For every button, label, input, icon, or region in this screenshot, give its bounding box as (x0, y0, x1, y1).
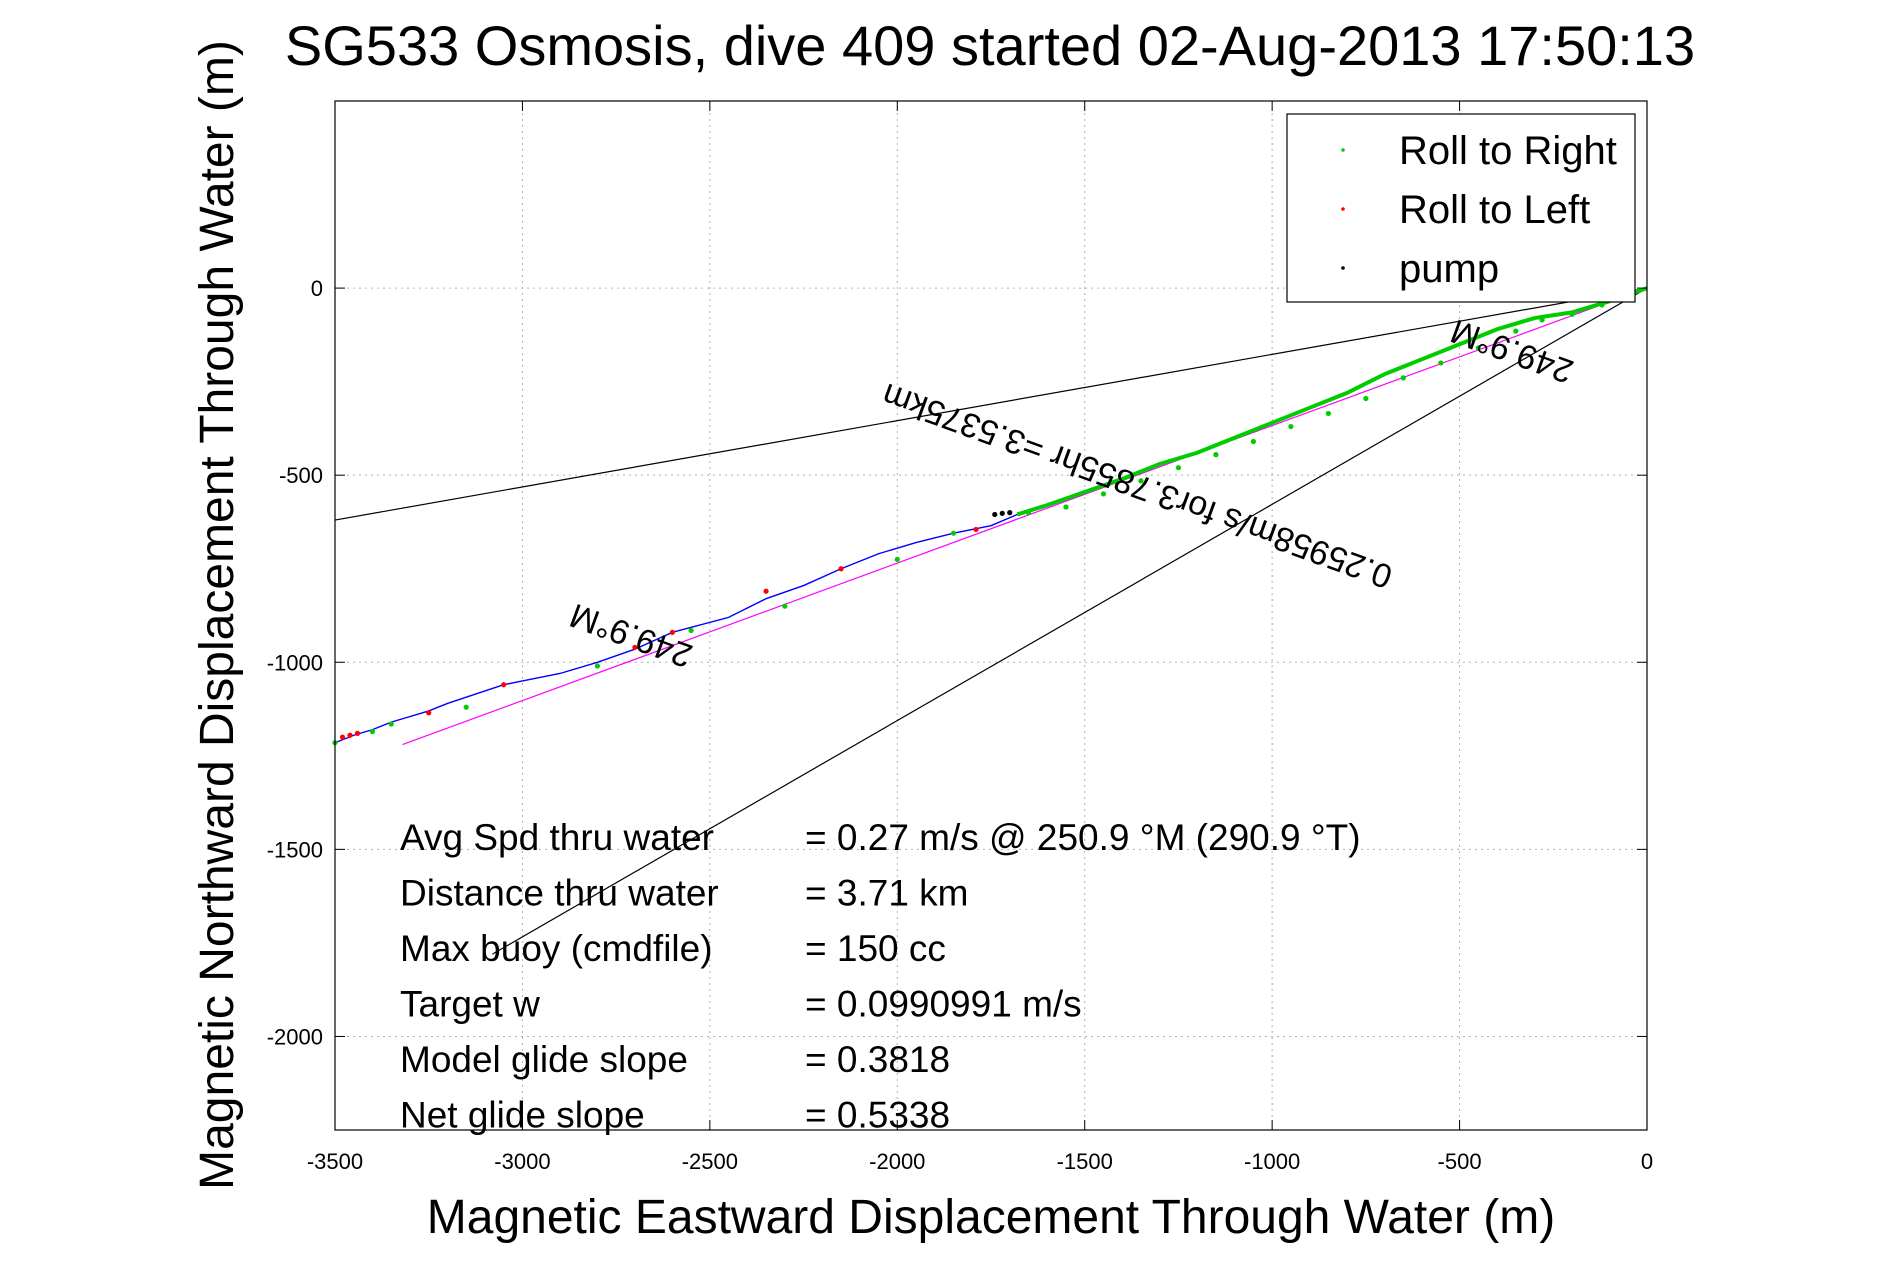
stat-value: = 0.5338 (805, 1095, 950, 1136)
x-tick-label: -1000 (1244, 1149, 1300, 1174)
stat-value: = 3.71 km (805, 873, 969, 914)
legend: Roll to Right Roll to Left pump (1286, 113, 1636, 303)
reference-line (334, 287, 1648, 521)
roll-right-point (594, 663, 601, 669)
legend-label-roll-left: Roll to Left (1399, 188, 1590, 232)
roll-right-point (1539, 317, 1545, 323)
stat-value: = 150 cc (805, 928, 946, 969)
x-tick-label: -2500 (682, 1149, 738, 1174)
y-tick-label: -500 (279, 463, 323, 488)
roll-right-point (1363, 395, 1369, 402)
legend-label-roll-right: Roll to Right (1399, 129, 1617, 173)
x-tick-label: -500 (1438, 1149, 1482, 1174)
track-layer (334, 286, 1648, 744)
roll-right-dense-track (1016, 286, 1648, 517)
pump-point (999, 510, 1005, 516)
roll-left-point (501, 682, 507, 688)
stat-label: Distance thru water (400, 873, 719, 914)
pump-point (992, 511, 998, 518)
roll-right-point (1288, 423, 1294, 430)
legend-marker-roll-right (1341, 148, 1345, 152)
x-tick-label: -1500 (1057, 1149, 1113, 1174)
roll-left-point (354, 730, 361, 736)
stat-value: = 0.0990991 m/s (805, 984, 1082, 1025)
roll-right-point (1213, 452, 1219, 458)
roll-left-point (426, 710, 432, 716)
pump-point (1007, 509, 1013, 516)
roll-right-point (463, 704, 469, 710)
x-tick-label: 0 (1641, 1149, 1653, 1174)
roll-right-point (388, 721, 394, 727)
roll-right-point (950, 530, 957, 536)
legend-label-pump: pump (1399, 247, 1499, 291)
roll-right-point (1513, 328, 1519, 334)
roll-right-point (369, 728, 376, 735)
plot-frame (334, 100, 1648, 1131)
stat-label: Target w (400, 984, 540, 1025)
y-tick-label: -1500 (267, 837, 323, 862)
roll-right-point (1475, 345, 1481, 351)
stat-label: Avg Spd thru water (400, 817, 714, 858)
roll-right-point (1569, 311, 1575, 317)
y-axis-label: Magnetic Northward Displacement Through … (191, 40, 244, 1190)
ticks: -3500 -3000 -2500 -2000 -1500 -1000 -500 0 -2000… (267, 101, 1653, 1174)
legend-marker-pump (1341, 266, 1345, 270)
legend-box (1286, 113, 1636, 303)
reference-line (492, 287, 1648, 955)
roll-right-point (1175, 465, 1182, 471)
roll-right-point (1438, 360, 1444, 366)
roll-right-point (1599, 302, 1605, 308)
y-tick-label: 0 (311, 276, 323, 301)
stat-label: Model glide slope (400, 1039, 688, 1080)
x-tick-label: -3500 (307, 1149, 363, 1174)
roll-right-point (894, 556, 900, 562)
stat-value: = 0.3818 (805, 1039, 950, 1080)
stat-label: Net glide slope (400, 1095, 645, 1136)
roll-right-point (1025, 509, 1032, 516)
roll-right-point (1063, 504, 1069, 510)
roll-left-point (347, 732, 353, 738)
roll-left-point (632, 644, 638, 650)
stat-value: = 0.27 m/s @ 250.9 °M (290.9 °T) (805, 817, 1361, 858)
stats-block: Avg Spd thru water = 0.27 m/s @ 250.9 °M … (400, 817, 1361, 1136)
roll-right-point (782, 603, 788, 609)
roll-left-point (669, 629, 675, 635)
x-tick-label: -2000 (869, 1149, 925, 1174)
roll-right-point (1400, 375, 1406, 381)
roll-right-point (688, 627, 694, 634)
roll-left-point (973, 526, 979, 533)
roll-left-point (838, 566, 844, 572)
roll-left-point (339, 734, 346, 740)
roll-right-point (1100, 491, 1107, 497)
legend-marker-roll-left (1341, 207, 1345, 211)
chart-title: SG533 Osmosis, dive 409 started 02-Aug-2… (285, 14, 1695, 77)
x-axis-label: Magnetic Eastward Displacement Through W… (427, 1191, 1555, 1244)
y-tick-label: -2000 (267, 1024, 323, 1049)
roll-right-point (1138, 478, 1144, 484)
roll-right-point (1250, 438, 1256, 445)
roll-right-point (1325, 410, 1331, 417)
y-tick-label: -1000 (267, 650, 323, 675)
stat-label: Max buoy (cmdfile) (400, 928, 713, 969)
x-tick-label: -3000 (494, 1149, 550, 1174)
roll-left-point (763, 588, 769, 594)
